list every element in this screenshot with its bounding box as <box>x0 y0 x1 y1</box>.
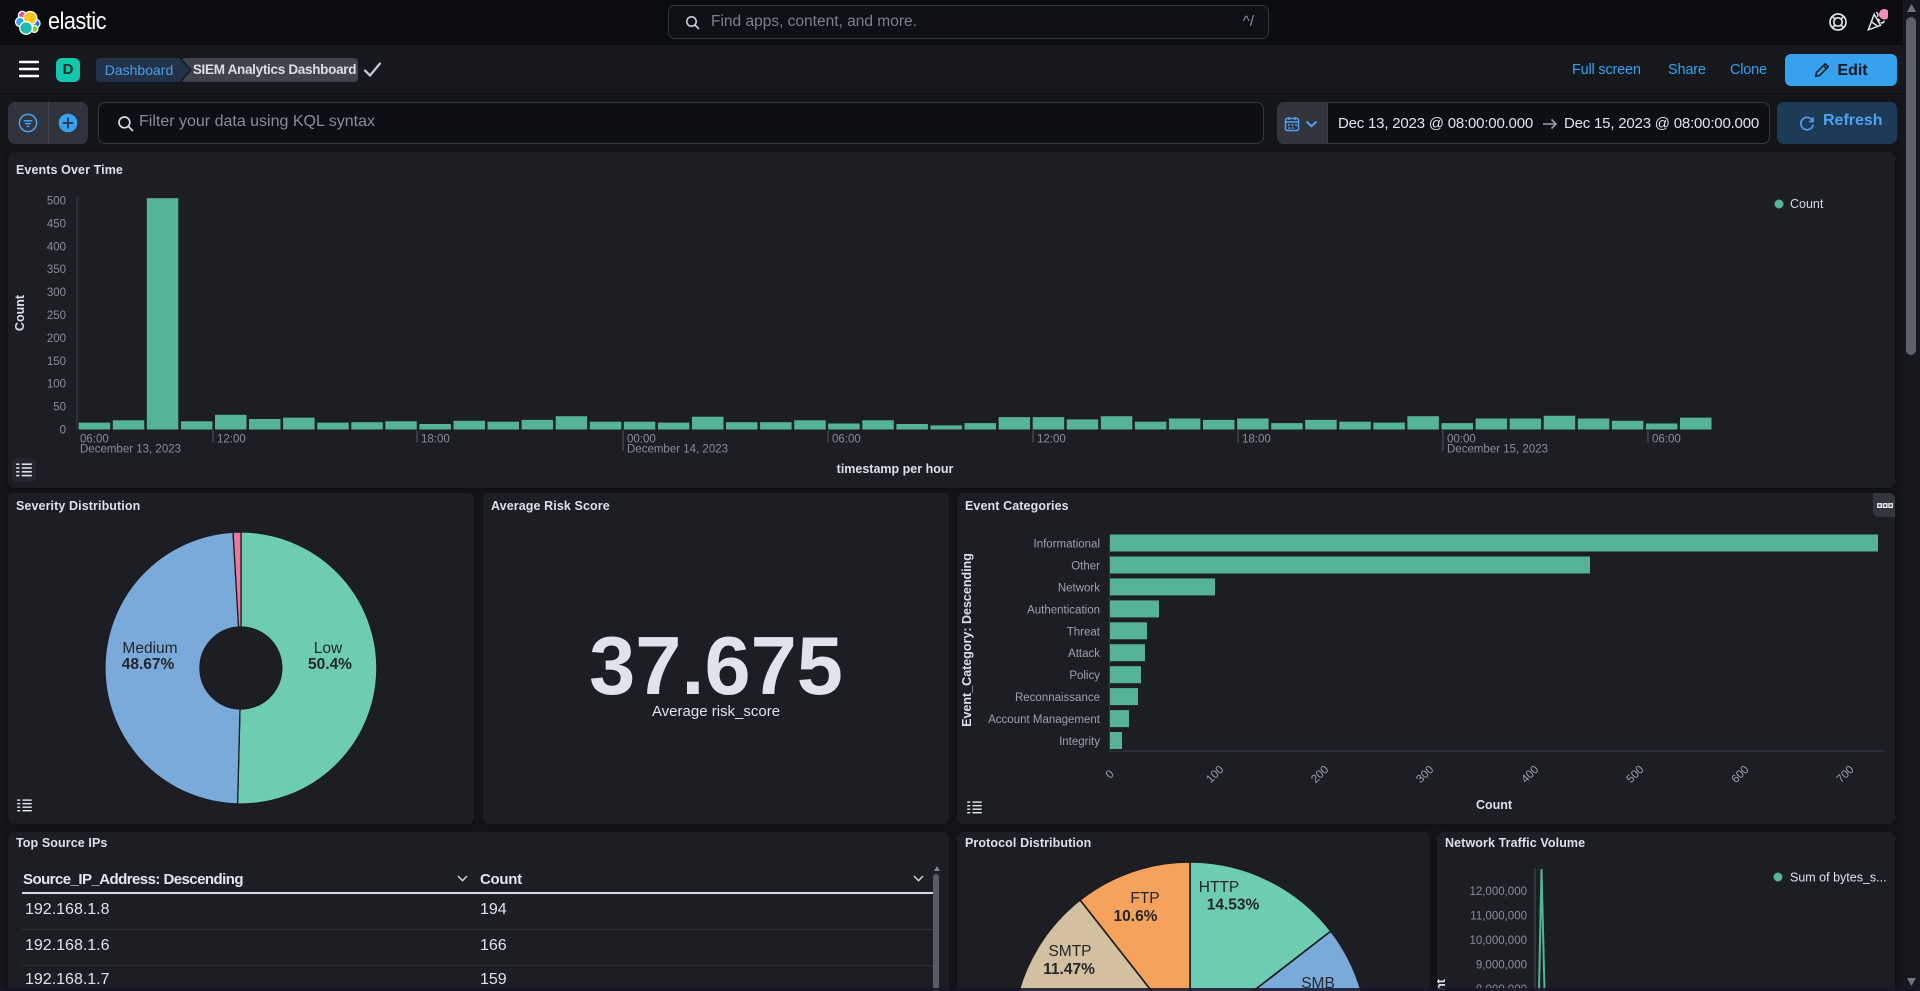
svg-text:Informational: Informational <box>1034 539 1100 551</box>
svg-text:48.67%: 48.67% <box>122 656 175 673</box>
svg-text:400: 400 <box>1519 764 1541 786</box>
svg-text:00:00: 00:00 <box>1447 434 1476 446</box>
svg-text:700: 700 <box>1835 764 1857 786</box>
svg-text:11.47%: 11.47% <box>1043 961 1095 978</box>
svg-text:00:00: 00:00 <box>627 434 656 446</box>
svg-text:18:00: 18:00 <box>421 434 450 446</box>
svg-text:100: 100 <box>47 379 66 391</box>
svg-text:Network: Network <box>1058 582 1100 594</box>
svg-text:12:00: 12:00 <box>217 434 246 446</box>
svg-text:600: 600 <box>1729 764 1751 786</box>
svg-text:150: 150 <box>47 356 66 368</box>
svg-text:300: 300 <box>1414 764 1436 786</box>
svg-text:SMTP: SMTP <box>1048 943 1091 960</box>
svg-text:Threat: Threat <box>1067 626 1101 638</box>
svg-text:December 14, 2023: December 14, 2023 <box>627 444 728 456</box>
svg-text:100: 100 <box>1204 764 1226 786</box>
svg-text:SMB: SMB <box>1301 975 1335 991</box>
svg-text:14.53%: 14.53% <box>1207 897 1260 914</box>
svg-text:12,000,000: 12,000,000 <box>1469 886 1527 898</box>
svg-text:06:00: 06:00 <box>1652 434 1681 446</box>
svg-text:Count: Count <box>13 294 27 331</box>
svg-text:50.4%: 50.4% <box>308 656 352 673</box>
svg-text:0: 0 <box>1104 768 1117 781</box>
svg-text:Count: Count <box>1476 798 1513 812</box>
svg-text:FTP: FTP <box>1130 890 1159 907</box>
svg-text:06:00: 06:00 <box>832 434 861 446</box>
svg-text:500: 500 <box>47 196 66 208</box>
svg-text:350: 350 <box>47 264 66 276</box>
svg-text:Policy: Policy <box>1069 670 1100 682</box>
svg-text:9,000,000: 9,000,000 <box>1476 960 1527 972</box>
svg-text:06:00: 06:00 <box>80 434 109 446</box>
svg-text:10,000,000: 10,000,000 <box>1469 935 1527 947</box>
svg-text:nt: nt <box>1437 978 1448 991</box>
svg-text:12:00: 12:00 <box>1037 434 1066 446</box>
svg-text:timestamp per hour: timestamp per hour <box>837 462 954 476</box>
svg-text:Integrity: Integrity <box>1059 736 1100 748</box>
svg-text:Medium: Medium <box>122 640 177 657</box>
svg-text:500: 500 <box>1624 764 1646 786</box>
svg-text:Event_Category: Descending: Event_Category: Descending <box>960 553 974 727</box>
svg-text:HTTP: HTTP <box>1199 879 1239 896</box>
svg-text:8,000,000: 8,000,000 <box>1476 984 1527 991</box>
svg-text:450: 450 <box>47 218 66 230</box>
svg-text:300: 300 <box>47 287 66 299</box>
svg-text:11,000,000: 11,000,000 <box>1470 911 1527 923</box>
svg-text:18:00: 18:00 <box>1242 434 1271 446</box>
svg-text:10.6%: 10.6% <box>1114 908 1158 925</box>
svg-text:Low: Low <box>314 640 343 657</box>
svg-text:Attack: Attack <box>1068 648 1100 660</box>
svg-text:December 15, 2023: December 15, 2023 <box>1447 444 1548 456</box>
svg-text:Other: Other <box>1071 561 1100 573</box>
svg-text:50: 50 <box>53 402 66 414</box>
svg-text:250: 250 <box>47 310 66 322</box>
svg-text:400: 400 <box>47 241 66 253</box>
svg-text:Reconnaissance: Reconnaissance <box>1015 692 1100 704</box>
svg-text:Count: Count <box>1790 197 1824 211</box>
svg-text:December 13, 2023: December 13, 2023 <box>80 444 181 456</box>
svg-text:Sum of bytes_s...: Sum of bytes_s... <box>1790 871 1887 885</box>
svg-text:200: 200 <box>47 333 66 345</box>
svg-text:0: 0 <box>60 425 66 437</box>
svg-text:Account Management: Account Management <box>988 714 1101 726</box>
svg-text:200: 200 <box>1309 764 1331 786</box>
svg-text:Authentication: Authentication <box>1027 604 1100 616</box>
